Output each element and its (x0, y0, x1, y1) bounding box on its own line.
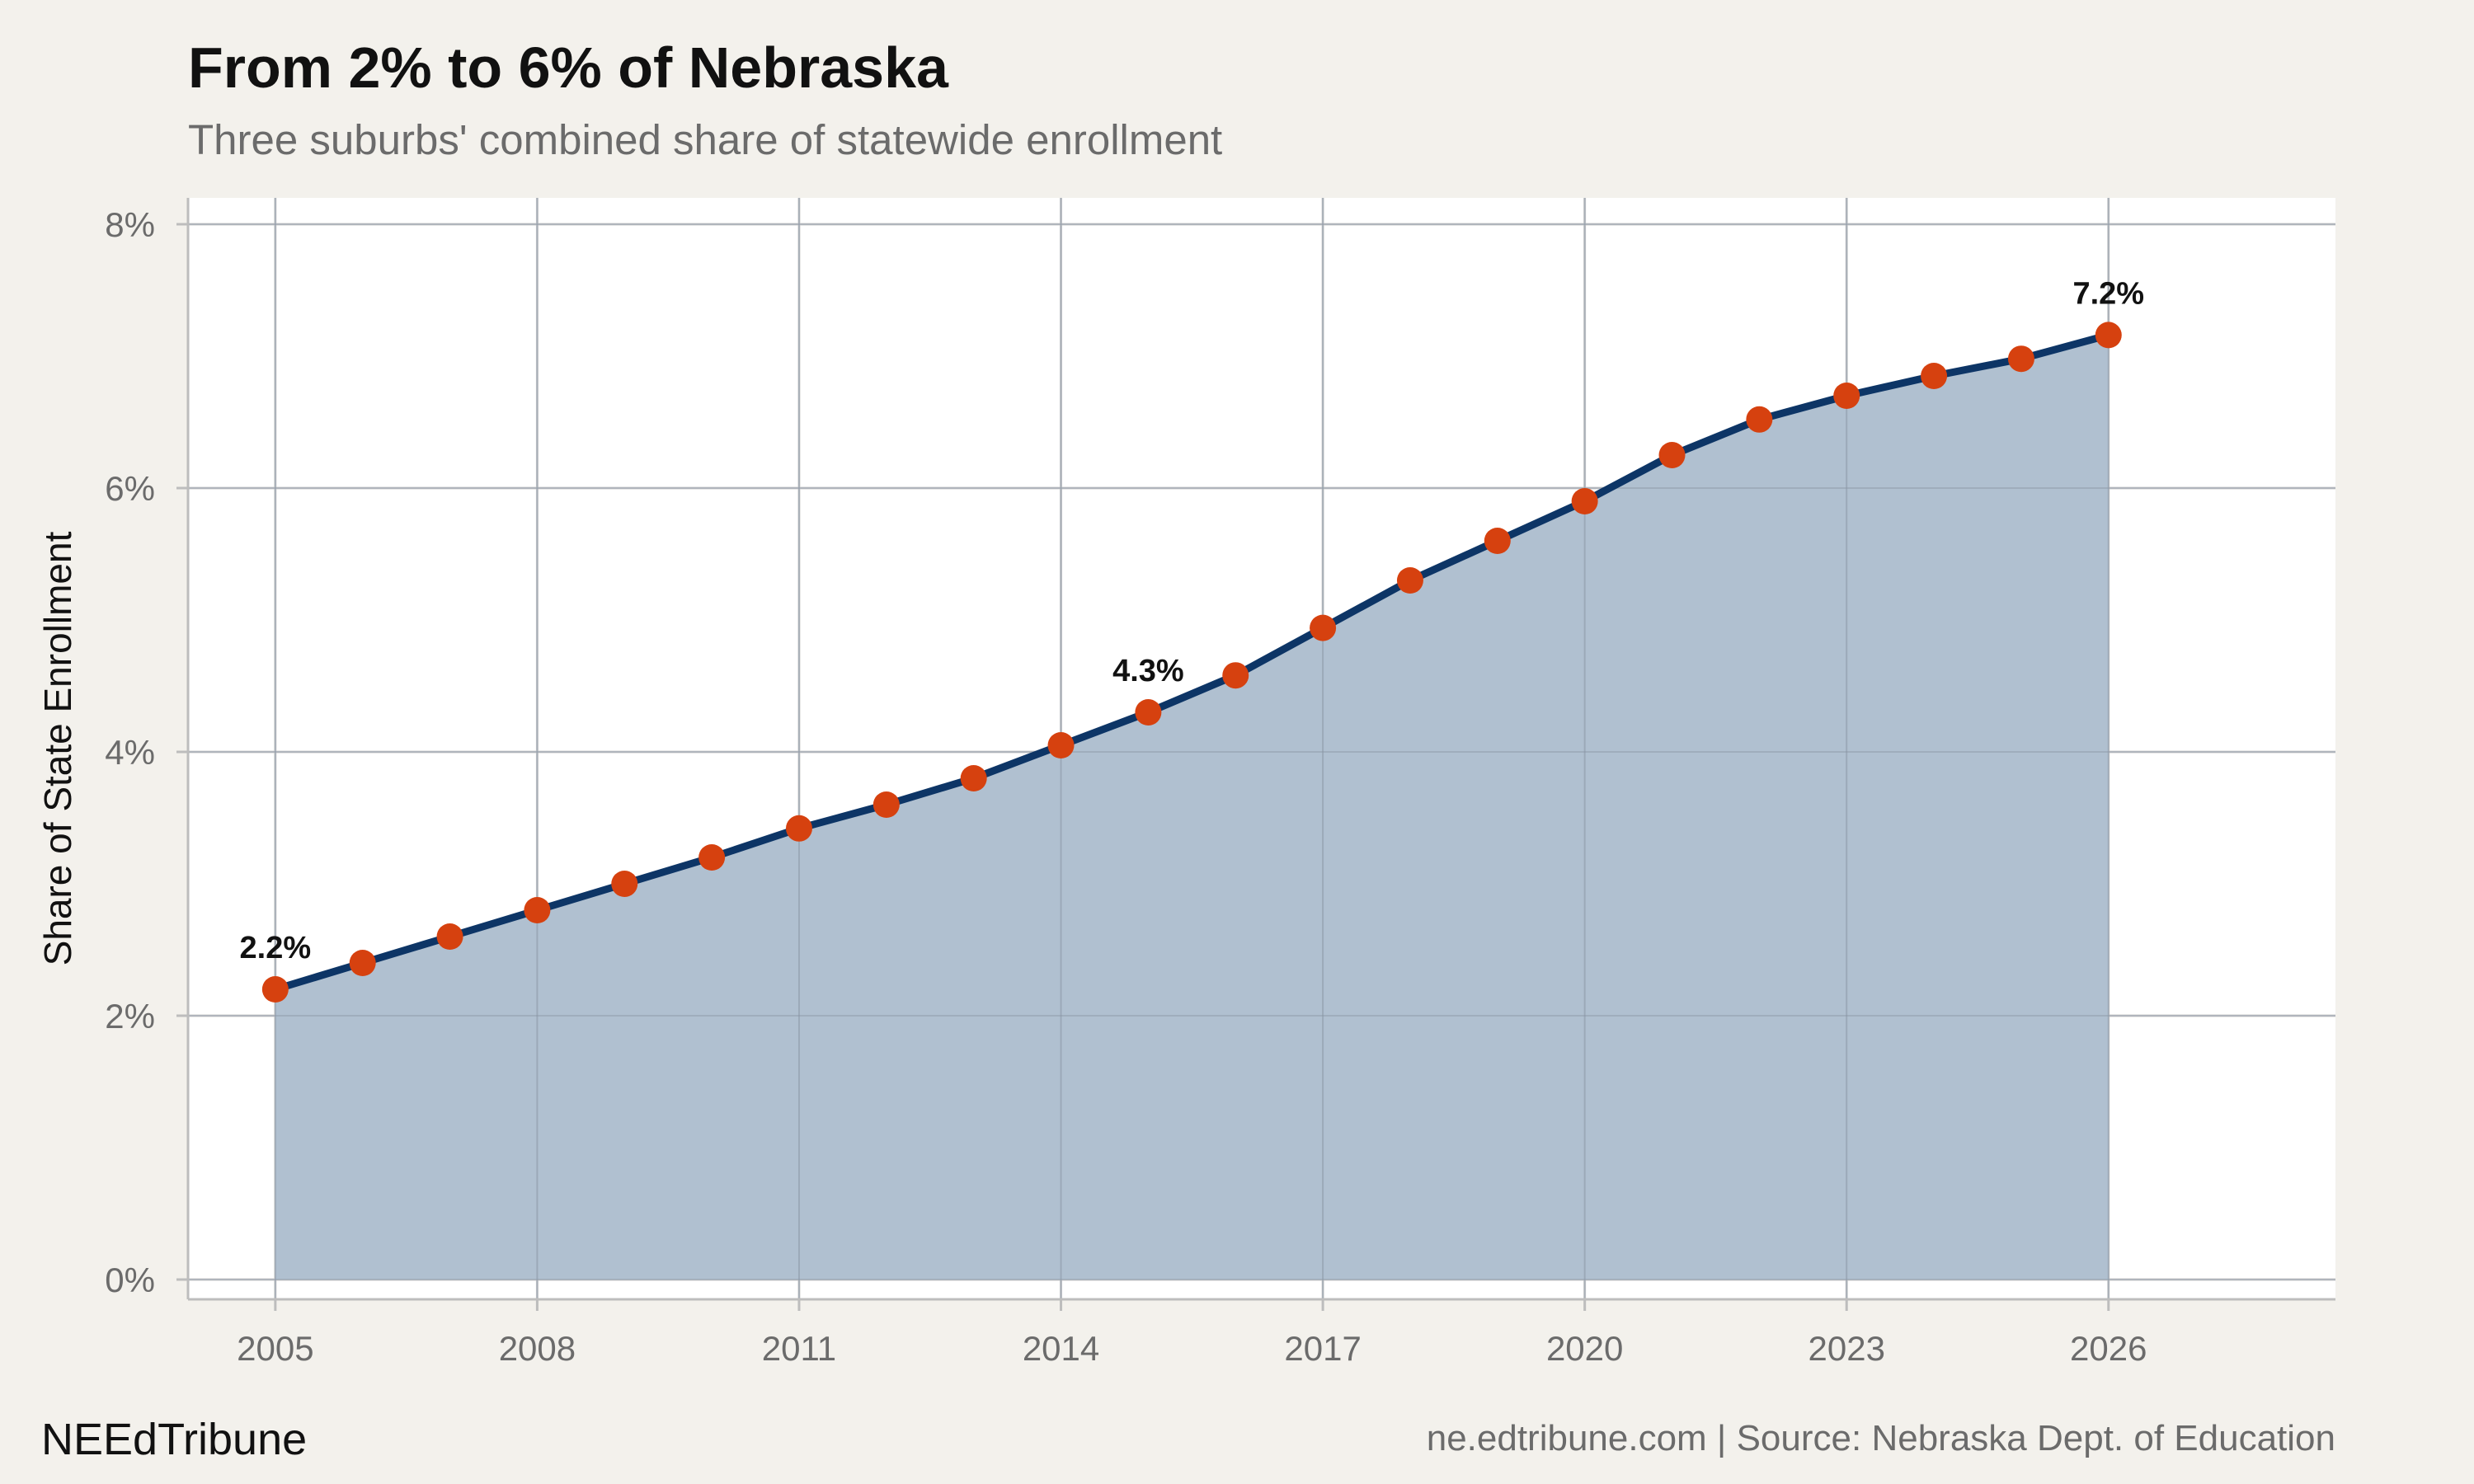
x-tick-label: 2023 (1808, 1329, 1885, 1368)
data-point (1921, 363, 1948, 389)
data-points (261, 322, 2122, 1003)
data-label: 2.2% (240, 931, 312, 965)
data-point (1047, 732, 1075, 758)
data-point (1658, 442, 1686, 468)
data-point (1833, 383, 1860, 409)
x-tick-label: 2005 (237, 1329, 313, 1368)
data-point (1746, 406, 1773, 433)
data-point (1310, 614, 1337, 641)
data-point (611, 871, 638, 897)
x-gridlines-over-area (188, 198, 2335, 1299)
x-tick-label: 2026 (2070, 1329, 2147, 1368)
data-label: 4.3% (1112, 654, 1184, 688)
series-line (271, 331, 2113, 993)
data-point (2007, 345, 2034, 373)
x-tick-label: 2017 (1284, 1329, 1361, 1368)
data-point (785, 815, 812, 842)
data-point (872, 791, 900, 818)
source-credit: ne.edtribune.com | Source: Nebraska Dept… (1426, 1418, 2335, 1458)
brand-name: NEEdTribune (41, 1415, 308, 1464)
data-point (1396, 567, 1423, 594)
data-labels: 2.2% 4.3% 7.2% (240, 276, 2145, 965)
area-fill (275, 335, 2109, 1280)
data-point (698, 844, 726, 871)
data-label: 7.2% (2072, 276, 2144, 311)
y-tick-label: 0% (105, 1261, 155, 1299)
y-tick-label: 8% (105, 205, 155, 244)
data-point (1571, 488, 1598, 514)
data-point (960, 765, 987, 791)
axes (176, 198, 2335, 1311)
x-tick-labels: 2005 2008 2011 2014 2017 2020 2023 2026 (237, 1329, 2147, 1368)
x-tick-label: 2011 (762, 1329, 836, 1368)
data-point (349, 950, 376, 976)
chart-title: From 2% to 6% of Nebraska (188, 35, 948, 100)
y-axis-title: Share of State Enrollment (36, 531, 79, 965)
data-point (1135, 699, 1162, 726)
data-point (1484, 528, 1511, 554)
chart-subtitle: Three suburbs' combined share of statewi… (188, 116, 1223, 163)
data-point (261, 976, 289, 1003)
y-tick-label: 6% (105, 469, 155, 508)
data-point (524, 897, 551, 923)
y-tick-label: 2% (105, 997, 155, 1036)
x-tick-label: 2020 (1546, 1329, 1623, 1368)
x-tick-label: 2008 (499, 1329, 576, 1368)
y-tick-label: 4% (105, 733, 155, 772)
x-tick-label: 2014 (1023, 1329, 1099, 1368)
data-point (2095, 322, 2122, 349)
data-point (1222, 662, 1249, 689)
data-point (436, 923, 463, 950)
enrollment-share-chart: 2.2% 4.3% 7.2% 0% 2% 4% 6% 8% 2005 2008 2011 2014… (36, 198, 2335, 1368)
y-tick-labels: 0% 2% 4% 6% 8% (105, 205, 155, 1299)
